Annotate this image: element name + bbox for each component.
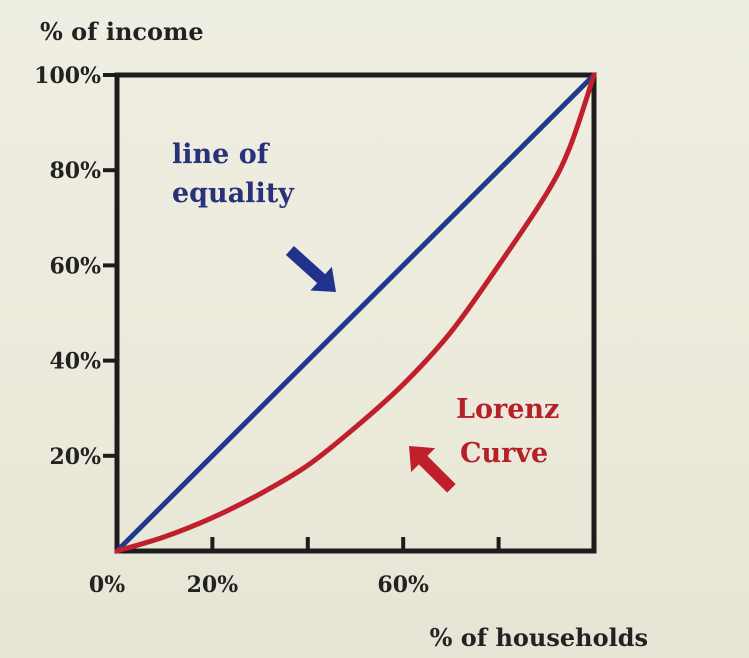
equality-label-line1: line of xyxy=(172,139,271,170)
x-tick-label: 20% xyxy=(187,572,239,598)
lorenz-annotation: Lorenz Curve xyxy=(409,394,559,493)
x-tick-label: 60% xyxy=(377,572,429,598)
lorenz-curve xyxy=(114,72,597,554)
axis-tick-labels: 100% 80% 60% 40% 20% 0% 20% 60% xyxy=(34,63,429,598)
y-tick-label: 60% xyxy=(49,253,101,279)
equality-arrow-icon xyxy=(285,246,336,292)
lorenz-label-line1: Lorenz xyxy=(456,394,559,425)
y-tick-label: 20% xyxy=(49,444,101,470)
equality-label-line2: equality xyxy=(172,178,295,209)
x-axis-title: % of households xyxy=(430,623,648,652)
lorenz-label-line2: Curve xyxy=(460,438,548,469)
lorenz-arrow-icon xyxy=(409,446,456,493)
series-layer xyxy=(114,72,597,554)
plot-frame xyxy=(114,72,597,554)
y-axis-title: % of income xyxy=(40,17,204,46)
equality-line xyxy=(114,72,597,554)
y-tick-label: 40% xyxy=(49,349,101,375)
x-tick-label: 0% xyxy=(89,572,125,598)
axis-ticks xyxy=(103,73,501,551)
y-tick-label: 80% xyxy=(49,158,101,184)
equality-annotation: line of equality xyxy=(172,139,336,292)
y-tick-label: 100% xyxy=(34,63,101,89)
